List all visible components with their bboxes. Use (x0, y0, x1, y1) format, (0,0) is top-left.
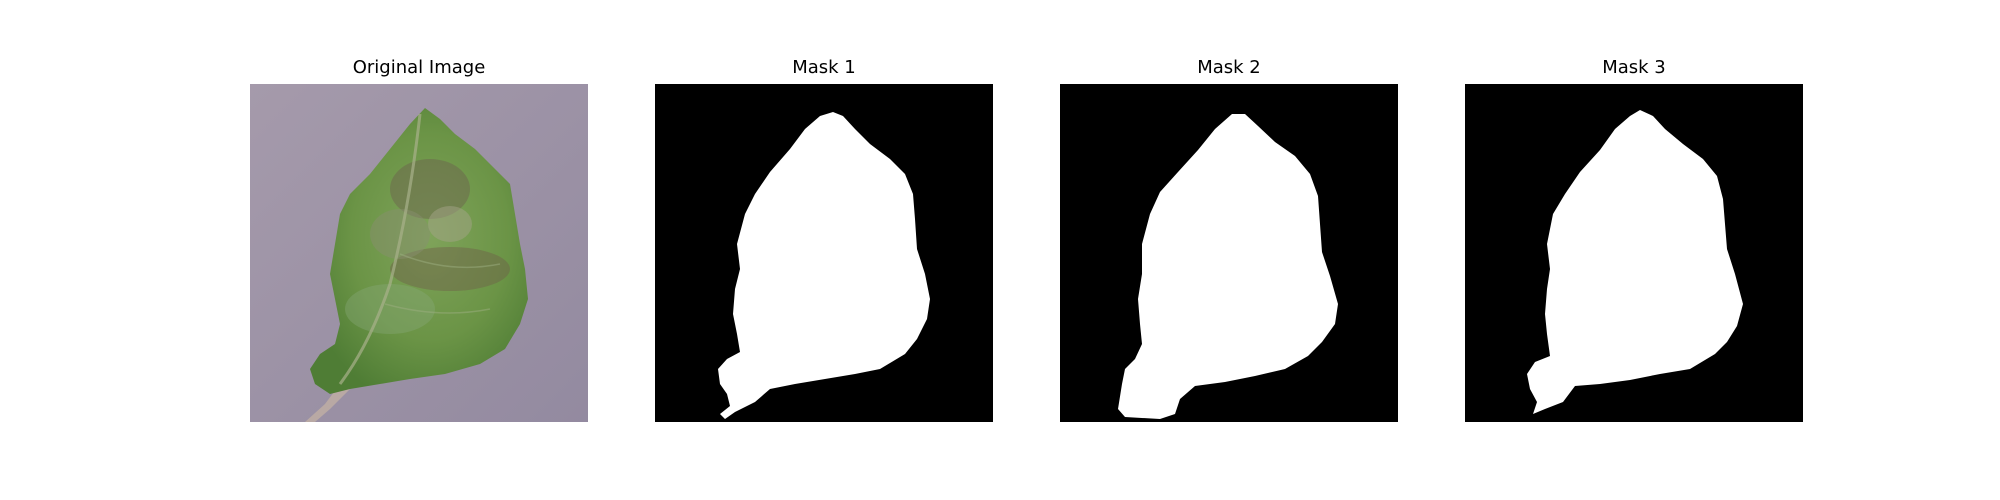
mask-3-image (1465, 84, 1803, 422)
panel-title: Mask 3 (1602, 57, 1666, 78)
mask-1-image (655, 84, 993, 422)
panel-title: Mask 1 (792, 57, 856, 78)
original-leaf-photo (250, 84, 588, 422)
panel-title: Original Image (352, 57, 486, 78)
panel-title: Mask 2 (1197, 57, 1261, 78)
mask-2-image (1060, 84, 1398, 422)
